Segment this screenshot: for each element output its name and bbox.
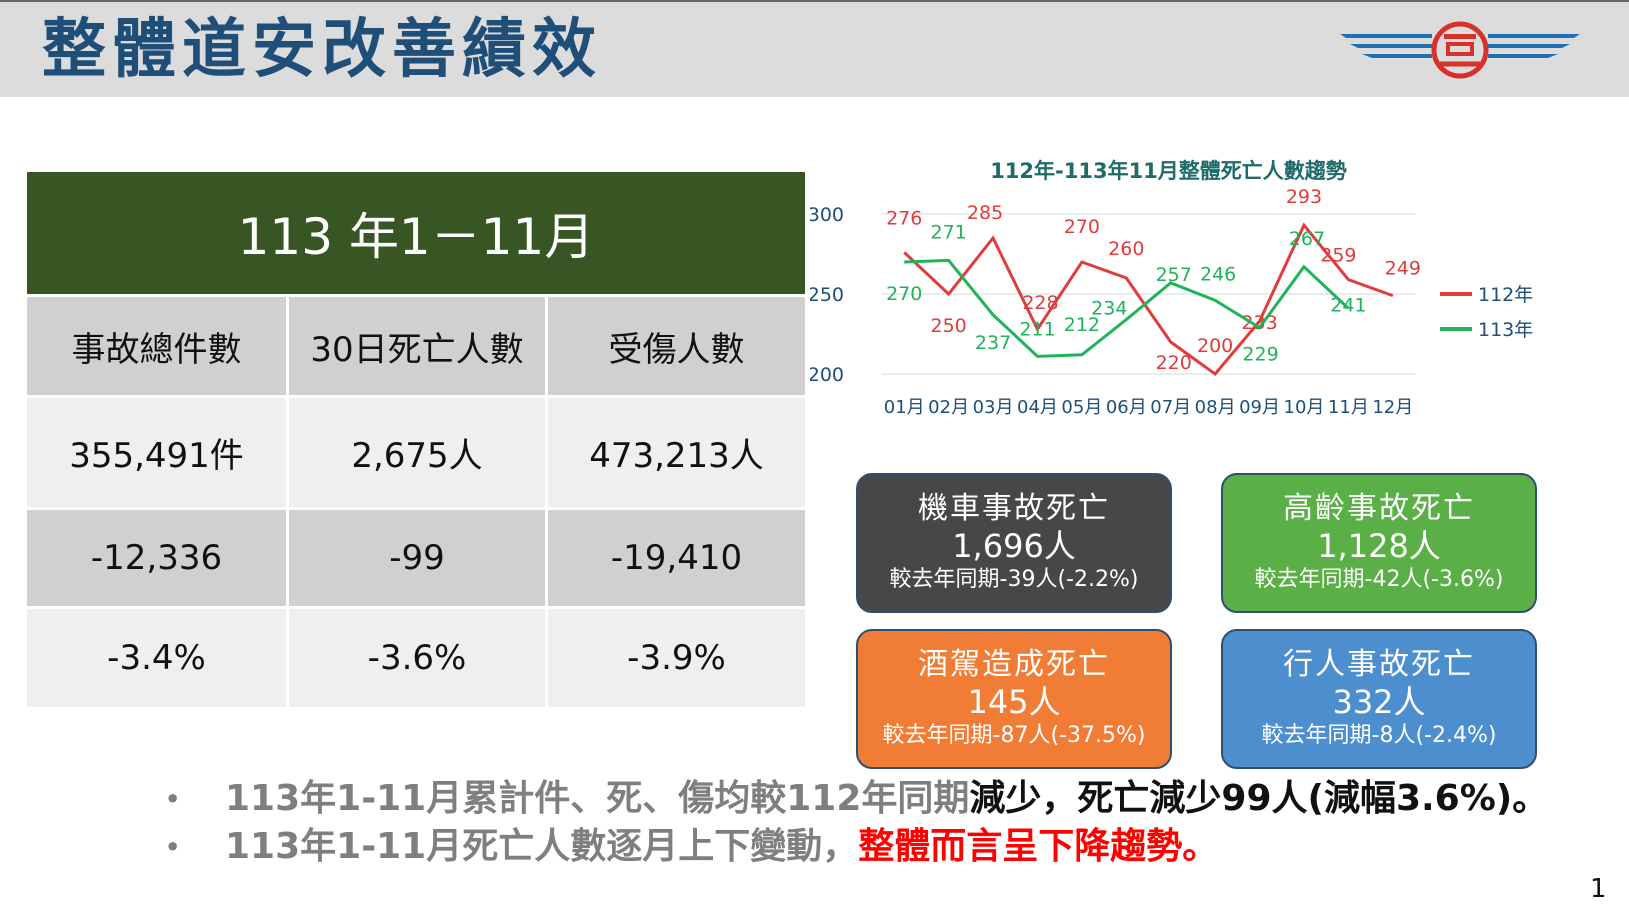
card-title: 酒駕造成死亡: [918, 647, 1110, 682]
bullet-dot: •: [165, 833, 181, 861]
data-label: 270: [886, 283, 922, 305]
card-change: 較去年同期-42人(-3.6%): [1254, 567, 1504, 592]
y-tick-label: 300: [810, 204, 844, 226]
x-tick-label: 08月: [1195, 397, 1236, 418]
table-period-header: 113 年1－11月: [27, 172, 805, 294]
data-label: 293: [1286, 186, 1322, 208]
value-deaths: 2,675人: [286, 398, 545, 507]
x-tick-label: 02月: [928, 397, 969, 418]
data-label: 267: [1289, 228, 1325, 250]
drunk-driving-deaths-card: 酒駕造成死亡 145人 較去年同期-87人(-37.5%): [856, 629, 1172, 769]
diff-injuries: -19,410: [545, 510, 805, 606]
y-tick-label: 250: [810, 284, 844, 306]
data-label: 260: [1108, 238, 1144, 260]
x-tick-label: 03月: [973, 397, 1014, 418]
data-label: 250: [930, 315, 966, 337]
diff-accidents: -12,336: [90, 538, 223, 578]
header-accidents: 事故總件數: [71, 329, 242, 370]
card-change: 較去年同期-87人(-37.5%): [882, 723, 1146, 748]
motorcycle-deaths-card: 機車事故死亡 1,696人 較去年同期-39人(-2.2%): [856, 473, 1172, 613]
header-bar: 整體道安改善績效: [0, 0, 1629, 97]
x-tick-label: 07月: [1150, 397, 1191, 418]
data-label: 234: [1091, 298, 1127, 320]
card-value: 1,696人: [952, 527, 1076, 565]
x-tick-label: 10月: [1284, 397, 1325, 418]
legend-label: 113年: [1478, 319, 1533, 341]
header-deaths: 30日死亡人數: [286, 297, 545, 395]
data-label: 271: [930, 221, 966, 243]
pct-accidents: -3.4%: [107, 638, 206, 678]
data-label: 212: [1064, 314, 1100, 336]
data-label: 276: [886, 207, 922, 229]
data-label: 228: [1022, 292, 1058, 314]
chart-title: 112年-113年11月整體死亡人數趨勢: [990, 159, 1347, 183]
data-label: 229: [1242, 344, 1278, 366]
x-tick-label: 01月: [884, 397, 925, 418]
page-number: 1: [1590, 874, 1607, 904]
card-title: 行人事故死亡: [1283, 647, 1475, 682]
x-tick-label: 09月: [1239, 397, 1280, 418]
logo-icon: [1340, 21, 1580, 79]
legend-label: 112年: [1478, 284, 1533, 306]
pct-deaths: -3.6%: [286, 609, 545, 707]
table-header-row: 事故總件數 30日死亡人數 受傷人數: [27, 297, 805, 395]
data-label: 237: [975, 332, 1011, 354]
series-line-1: [904, 258, 1350, 358]
value-injuries: 473,213人: [545, 398, 805, 507]
data-label: 249: [1385, 258, 1421, 280]
data-label: 285: [967, 202, 1003, 224]
bullet-text: 113年1-11月死亡人數逐月上下變動，: [225, 826, 859, 867]
data-label: 257: [1156, 264, 1192, 286]
data-label: 241: [1330, 294, 1366, 316]
page-title: 整體道安改善績效: [42, 13, 602, 87]
pedestrian-deaths-card: 行人事故死亡 332人 較去年同期-8人(-2.4%): [1221, 629, 1537, 769]
data-label: 259: [1320, 245, 1356, 267]
x-tick-label: 04月: [1017, 397, 1058, 418]
data-label: 220: [1156, 352, 1192, 374]
pct-injuries: -3.9%: [545, 609, 805, 707]
x-tick-label: 06月: [1106, 397, 1147, 418]
x-tick-label: 11月: [1328, 397, 1369, 418]
bullet-emphasis: 整體而言呈下降趨勢。: [858, 826, 1219, 867]
card-value: 145人: [967, 683, 1061, 721]
series-line-0: [903, 222, 1394, 377]
death-trend-chart: 112年-113年11月整體死亡人數趨勢 200 250 300 01月 02月 03月 04…: [810, 159, 1533, 418]
data-label: 270: [1064, 216, 1100, 238]
card-value: 332人: [1332, 683, 1426, 721]
y-tick-label: 200: [810, 364, 844, 386]
card-title: 高齡事故死亡: [1283, 491, 1475, 526]
card-change: 較去年同期-8人(-2.4%): [1261, 723, 1497, 748]
card-title: 機車事故死亡: [918, 491, 1110, 526]
bullet-dot: •: [165, 785, 181, 813]
elderly-deaths-card: 高齡事故死亡 1,128人 較去年同期-42人(-3.6%): [1221, 473, 1537, 613]
card-value: 1,128人: [1317, 527, 1441, 565]
data-label: 211: [1019, 318, 1055, 340]
table-row: -12,336 -99 -19,410: [27, 510, 805, 606]
x-tick-label: 12月: [1372, 397, 1413, 418]
table-row: 355,491件 2,675人 473,213人: [27, 398, 805, 507]
diff-deaths: -99: [286, 510, 545, 606]
value-accidents: 355,491件: [69, 436, 244, 476]
data-label: 200: [1197, 335, 1233, 357]
header-injuries: 受傷人數: [545, 297, 805, 395]
table-row: -3.4% -3.6% -3.9%: [27, 609, 805, 707]
bullet-emphasis: 減少，死亡減少99人(減幅3.6%)。: [969, 778, 1549, 819]
data-label: 246: [1200, 263, 1236, 285]
bullet-text: 113年1-11月累計件、死、傷均較112年同期: [225, 778, 970, 819]
data-label: 233: [1241, 312, 1277, 334]
x-tick-label: 05月: [1061, 397, 1102, 418]
card-change: 較去年同期-39人(-2.2%): [889, 567, 1139, 592]
